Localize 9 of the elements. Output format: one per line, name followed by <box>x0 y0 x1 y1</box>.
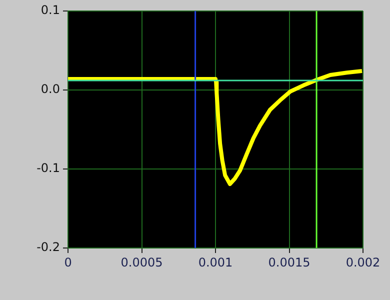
x-tick-label: 0.001 <box>198 255 233 270</box>
y-tick-label: 0.1 <box>40 3 60 18</box>
x-tick-label: 0.0015 <box>268 255 310 270</box>
x-tick-label: 0 <box>64 255 72 270</box>
x-tick-label: 0.002 <box>346 255 380 270</box>
y-tick-label: -0.2 <box>36 240 60 254</box>
x-tick-label: 0.0005 <box>120 255 163 270</box>
y-tick-label: 0.0 <box>40 82 60 96</box>
y-tick-label: -0.1 <box>36 161 60 176</box>
